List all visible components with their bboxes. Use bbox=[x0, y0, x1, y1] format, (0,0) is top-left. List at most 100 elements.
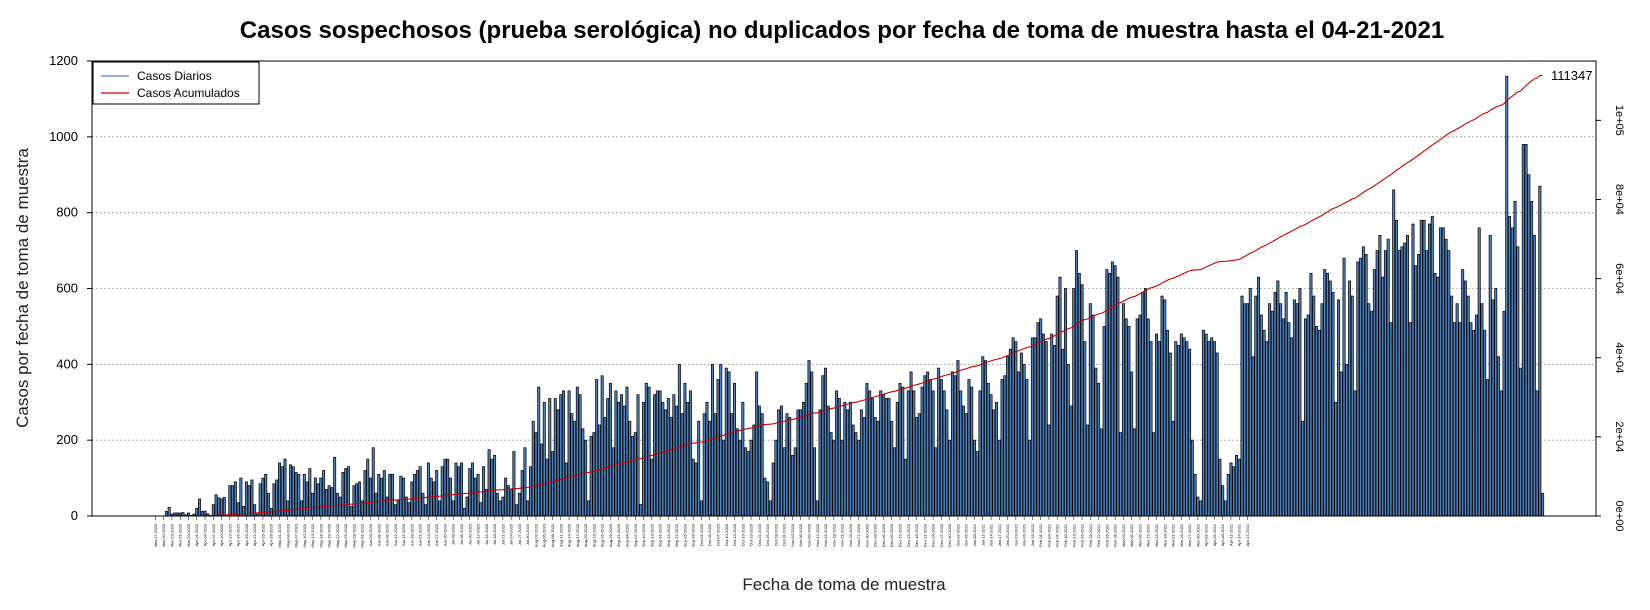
x-tick-label: May-10-2020 bbox=[302, 523, 307, 547]
x-tick-label: Nov-21-2020 bbox=[840, 523, 845, 547]
bar bbox=[895, 401, 899, 517]
x-tick-label: Aug-11-2020 bbox=[558, 523, 563, 547]
bar bbox=[1353, 390, 1357, 517]
bar bbox=[1527, 174, 1531, 517]
bar bbox=[595, 379, 599, 517]
bar bbox=[1086, 424, 1090, 517]
bar bbox=[1207, 341, 1211, 517]
x-tick-label: Apr-05-2021 bbox=[1212, 523, 1217, 546]
bar bbox=[515, 504, 519, 517]
bar bbox=[1160, 295, 1164, 517]
bar bbox=[366, 458, 370, 517]
bar bbox=[1268, 303, 1272, 517]
bar bbox=[1138, 314, 1142, 517]
x-tick-label: Aug-20-2020 bbox=[583, 523, 588, 547]
bar bbox=[385, 496, 389, 517]
x-tick-label: Jan-26-2021 bbox=[1022, 523, 1027, 546]
x-tick-label: Oct-07-2020 bbox=[715, 523, 720, 546]
bar bbox=[1243, 303, 1247, 517]
bar bbox=[391, 473, 395, 517]
bar bbox=[1044, 341, 1048, 517]
bar bbox=[1124, 318, 1128, 517]
x-tick-label: Feb-28-2021 bbox=[1113, 523, 1118, 547]
bar bbox=[1188, 348, 1192, 517]
bars bbox=[164, 75, 1545, 517]
legend: Casos Diarios Casos Acumulados bbox=[92, 61, 260, 105]
bar bbox=[1097, 382, 1101, 517]
x-tick-label: Nov-18-2020 bbox=[831, 523, 836, 547]
bar bbox=[1422, 219, 1426, 517]
x-tick-label: May-04-2020 bbox=[285, 523, 290, 547]
bar bbox=[1047, 424, 1051, 517]
bar bbox=[865, 382, 869, 517]
bar bbox=[606, 398, 610, 517]
x-tick-label: Apr-07-2020 bbox=[211, 523, 216, 546]
bar bbox=[1039, 318, 1043, 517]
bar bbox=[934, 447, 938, 517]
bar bbox=[1356, 261, 1360, 517]
bar bbox=[586, 500, 590, 517]
bar bbox=[859, 409, 863, 517]
x-tick-label: Apr-19-2020 bbox=[244, 523, 249, 546]
bar bbox=[1006, 356, 1010, 517]
bar bbox=[523, 447, 527, 517]
x-tick-label: Jan-17-2021 bbox=[997, 523, 1002, 546]
bar bbox=[666, 398, 670, 517]
bar bbox=[917, 413, 921, 517]
x-tick-label: May-28-2020 bbox=[351, 523, 356, 547]
bar bbox=[1270, 310, 1274, 517]
x-tick-label: Jun-18-2020 bbox=[409, 523, 414, 546]
x-tick-label: Aug-08-2020 bbox=[550, 523, 555, 547]
bar bbox=[264, 473, 268, 517]
bar bbox=[1143, 288, 1147, 517]
bar bbox=[402, 477, 406, 517]
bar bbox=[540, 443, 543, 517]
x-tick-label: Jan-20-2021 bbox=[1005, 523, 1010, 546]
bar bbox=[382, 470, 386, 517]
bar bbox=[986, 382, 990, 517]
bar bbox=[1428, 223, 1432, 517]
x-tick-label: Apr-22-2020 bbox=[252, 523, 257, 546]
bar bbox=[1455, 303, 1459, 517]
x-tick-label: Jan-29-2021 bbox=[1030, 523, 1035, 546]
bar bbox=[1502, 310, 1506, 517]
bar bbox=[1204, 333, 1208, 517]
bar bbox=[567, 390, 571, 517]
x-tick-label: Mar-09-2021 bbox=[1137, 523, 1142, 547]
x-tick-label: Nov-12-2020 bbox=[815, 523, 820, 547]
bar bbox=[1292, 299, 1296, 517]
bar bbox=[512, 451, 516, 517]
bar bbox=[1108, 272, 1112, 517]
bar bbox=[261, 477, 265, 517]
bar bbox=[1014, 341, 1018, 517]
bar bbox=[451, 500, 455, 517]
x-tick-label: Dec-27-2020 bbox=[939, 523, 944, 547]
bar bbox=[498, 500, 502, 517]
bar bbox=[333, 456, 337, 517]
x-tick-label: Oct-28-2020 bbox=[773, 523, 778, 546]
bar bbox=[1472, 329, 1476, 517]
bar bbox=[915, 417, 919, 517]
bar bbox=[559, 394, 563, 517]
y-tick-label: 1200 bbox=[49, 53, 78, 68]
x-tick-label: Nov-15-2020 bbox=[823, 523, 828, 547]
bar bbox=[1301, 420, 1305, 517]
x-tick-label: Oct-01-2020 bbox=[699, 523, 704, 546]
bar bbox=[344, 468, 348, 517]
x-tick-label: Jan-08-2021 bbox=[972, 523, 977, 546]
bar bbox=[807, 360, 811, 517]
bar bbox=[446, 458, 450, 517]
bar bbox=[217, 497, 221, 517]
x-tick-label: Aug-23-2020 bbox=[591, 523, 596, 547]
bar bbox=[661, 401, 665, 517]
bar bbox=[1430, 216, 1434, 517]
bar bbox=[1127, 326, 1131, 517]
bar bbox=[1383, 250, 1387, 517]
bar bbox=[473, 477, 477, 517]
bar bbox=[250, 479, 254, 517]
bar bbox=[1469, 322, 1473, 517]
bar bbox=[804, 382, 808, 517]
bar bbox=[291, 466, 295, 517]
bar bbox=[973, 439, 976, 517]
x-tick-label: Jun-30-2020 bbox=[442, 523, 447, 546]
